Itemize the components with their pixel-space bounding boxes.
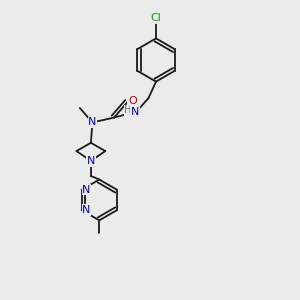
Text: N: N xyxy=(87,156,95,166)
Text: Cl: Cl xyxy=(151,13,161,23)
Text: N: N xyxy=(82,205,91,215)
Text: N: N xyxy=(82,185,91,195)
Text: N: N xyxy=(88,117,97,128)
Text: O: O xyxy=(128,96,137,106)
Text: N: N xyxy=(130,106,139,117)
Text: H: H xyxy=(124,105,132,116)
